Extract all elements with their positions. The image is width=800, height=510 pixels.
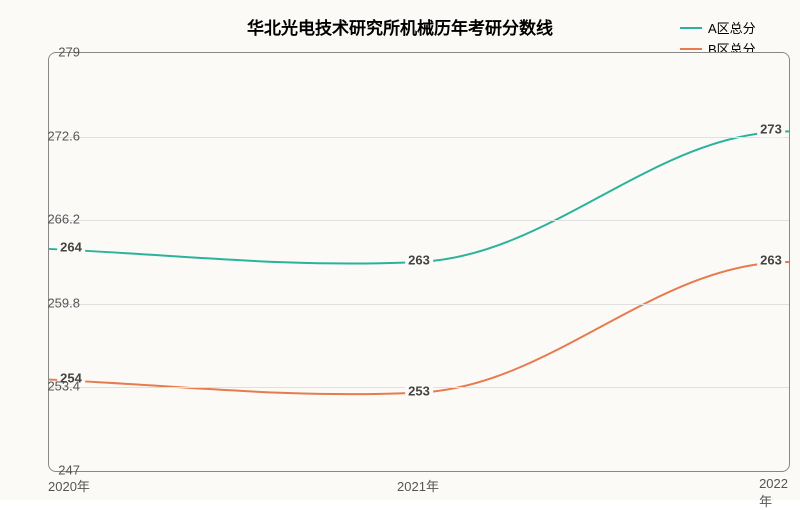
gridline [49, 137, 789, 138]
chart-container: 华北光电技术研究所机械历年考研分数线 A区总分B区总分 264263273254… [0, 0, 800, 500]
y-axis-label: 272.6 [40, 128, 80, 143]
data-label: 263 [757, 252, 785, 269]
legend-swatch [680, 27, 702, 29]
y-axis-label: 253.4 [40, 379, 80, 394]
x-axis-label: 2021年 [397, 476, 439, 495]
data-label: 264 [57, 238, 85, 255]
series-line [49, 131, 789, 263]
data-label: 263 [405, 252, 433, 269]
gridline [49, 304, 789, 305]
series-line [49, 262, 789, 394]
data-label: 273 [757, 121, 785, 138]
data-label: 253 [405, 382, 433, 399]
legend-label: A区总分 [708, 18, 756, 37]
y-axis-label: 259.8 [40, 295, 80, 310]
y-axis-label: 279 [40, 45, 80, 60]
plot-area: 264263273254253263 [48, 52, 790, 472]
gridline [49, 220, 789, 221]
legend-item: A区总分 [680, 18, 756, 37]
x-axis-label: 2020年 [48, 476, 90, 495]
x-axis-label: 2022年 [759, 476, 788, 510]
y-axis-label: 266.2 [40, 212, 80, 227]
legend-swatch [680, 48, 702, 50]
